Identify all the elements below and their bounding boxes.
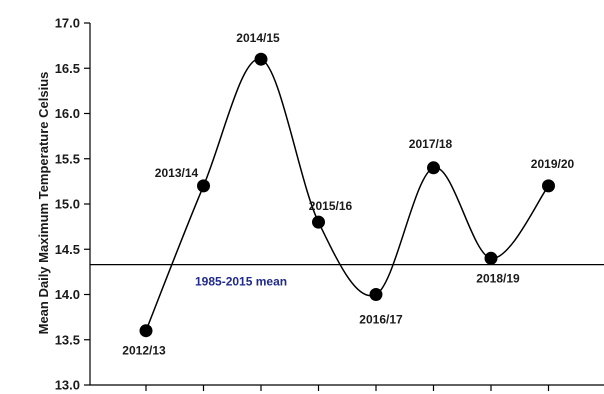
y-tick-label: 15.0 xyxy=(55,197,80,212)
data-point xyxy=(139,324,153,338)
y-axis-title: Mean Daily Maximum Temperature Celsius xyxy=(36,72,51,335)
data-point-labels: 2012/13 2013/14 2014/15 2015/16 2016/17 2017/… xyxy=(122,31,574,358)
data-point xyxy=(312,215,325,229)
y-tick-label: 15.5 xyxy=(55,151,80,166)
y-tick-label: 14.0 xyxy=(55,287,80,302)
y-tick-label: 14.5 xyxy=(55,242,80,257)
y-tick-label: 17.0 xyxy=(55,16,80,31)
data-point xyxy=(254,52,268,66)
data-point-label: 2018/19 xyxy=(476,271,520,285)
data-point xyxy=(484,251,498,265)
y-tick-label: 16.5 xyxy=(55,61,80,76)
mean-reference-label: 1985-2015 mean xyxy=(195,275,287,289)
data-point xyxy=(427,161,440,175)
data-point-label: 2019/20 xyxy=(531,157,575,171)
data-point-label: 2016/17 xyxy=(359,313,403,327)
data-point xyxy=(197,179,210,193)
data-point-label: 2015/16 xyxy=(309,199,353,213)
data-point-label: 2017/18 xyxy=(409,137,453,151)
y-tick-label: 16.0 xyxy=(55,106,80,121)
y-tick-label: 13.0 xyxy=(55,378,80,393)
data-point-label: 2012/13 xyxy=(122,344,166,358)
series-line xyxy=(145,58,550,331)
data-point xyxy=(542,179,555,193)
y-axis-ticks: 13.0 13.5 14.0 14.5 15.0 15.5 16.0 16.5 17.0 xyxy=(55,16,90,393)
data-point-label: 2014/15 xyxy=(236,31,280,45)
data-points xyxy=(139,52,555,338)
y-tick-label: 13.5 xyxy=(55,332,80,347)
data-point-label: 2013/14 xyxy=(155,166,199,180)
data-point xyxy=(369,288,383,301)
x-axis-ticks xyxy=(145,385,550,391)
